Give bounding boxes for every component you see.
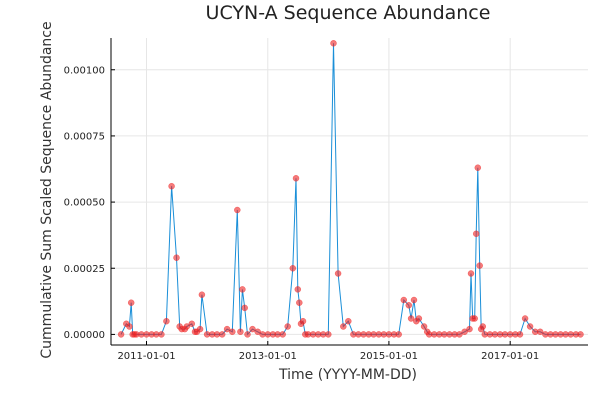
- axes-layer: [110, 38, 588, 346]
- data-point-0-74: [415, 315, 423, 322]
- data-point-0-54: [325, 331, 332, 338]
- data-point-0-55: [330, 40, 337, 47]
- data-point-0-18: [183, 323, 191, 330]
- data-point-0-113: [577, 331, 584, 338]
- data-point-0-43: [289, 265, 297, 272]
- data-point-0-71: [407, 315, 415, 322]
- data-point-0-88: [471, 315, 478, 322]
- grid-layer: [111, 38, 588, 345]
- data-point-0-28: [223, 325, 231, 333]
- chart-title: UCYN-A Sequence Abundance: [206, 2, 491, 24]
- data-point-0-70: [405, 302, 413, 309]
- data-point-0-30: [234, 206, 241, 214]
- data-point-0-22: [196, 325, 204, 333]
- data-point-0-69: [400, 296, 408, 304]
- data-point-0-57: [340, 323, 347, 330]
- data-point-0-41: [279, 331, 286, 338]
- data-point-0-89: [472, 230, 480, 238]
- y-tick-label-1: 0.00025: [64, 264, 105, 275]
- label-layer: UCYN-A Sequence Abundance Time (YYYY-MM-…: [39, 2, 539, 383]
- data-point-0-84: [461, 328, 468, 336]
- data-point-0-85: [466, 325, 473, 333]
- data-point-0-83: [456, 331, 463, 338]
- series-marker-layer: [117, 40, 584, 338]
- data-point-0-72: [410, 296, 418, 304]
- data-point-0-48: [299, 317, 307, 325]
- data-point-0-31: [237, 328, 244, 336]
- data-point-0-0: [117, 331, 125, 338]
- data-point-0-33: [241, 304, 248, 312]
- data-point-0-68: [395, 331, 402, 338]
- data-point-0-29: [229, 328, 236, 336]
- data-point-0-58: [345, 317, 352, 325]
- y-tick-label-3: 0.00075: [64, 131, 105, 142]
- x-tick-label-2: 2015-01-01: [360, 351, 418, 362]
- data-point-0-42: [284, 323, 291, 330]
- data-point-0-44: [292, 175, 300, 182]
- data-point-0-101: [516, 331, 524, 338]
- x-tick-label-0: 2011-01-01: [117, 351, 175, 362]
- data-point-0-45: [294, 286, 302, 293]
- data-point-0-34: [244, 331, 251, 338]
- data-point-0-46: [296, 299, 303, 306]
- y-tick-label-0: 0.00000: [64, 330, 105, 341]
- data-point-0-75: [420, 323, 428, 330]
- data-point-0-3: [127, 299, 135, 306]
- data-point-0-11: [158, 331, 165, 338]
- y-tick-label-2: 0.00050: [64, 198, 105, 209]
- data-point-0-105: [536, 328, 544, 336]
- series-line-layer: [120, 43, 581, 336]
- data-point-0-32: [239, 286, 246, 293]
- data-point-0-93: [479, 323, 487, 330]
- data-point-0-102: [521, 315, 529, 322]
- x-axis-label: Time (YYYY-MM-DD): [278, 367, 417, 383]
- data-point-0-90: [474, 164, 482, 171]
- y-tick-label-4: 0.00100: [64, 65, 105, 76]
- data-point-0-13: [168, 182, 175, 190]
- x-tick-label-1: 2013-01-01: [239, 351, 297, 362]
- data-point-0-14: [173, 254, 180, 261]
- data-point-0-35: [249, 325, 256, 333]
- data-point-0-27: [218, 331, 226, 338]
- data-point-0-91: [476, 262, 483, 269]
- data-point-0-56: [334, 270, 342, 277]
- x-tick-label-3: 2017-01-01: [481, 351, 539, 362]
- data-point-0-19: [188, 320, 196, 328]
- data-point-0-2: [126, 323, 133, 330]
- data-point-0-12: [163, 317, 170, 325]
- series-line-0: [120, 43, 581, 336]
- data-point-0-103: [526, 323, 534, 330]
- y-axis-label: Cummulative Sum Scaled Sequence Abundanc…: [39, 21, 55, 358]
- data-point-0-86: [467, 270, 475, 277]
- data-point-0-23: [198, 291, 206, 298]
